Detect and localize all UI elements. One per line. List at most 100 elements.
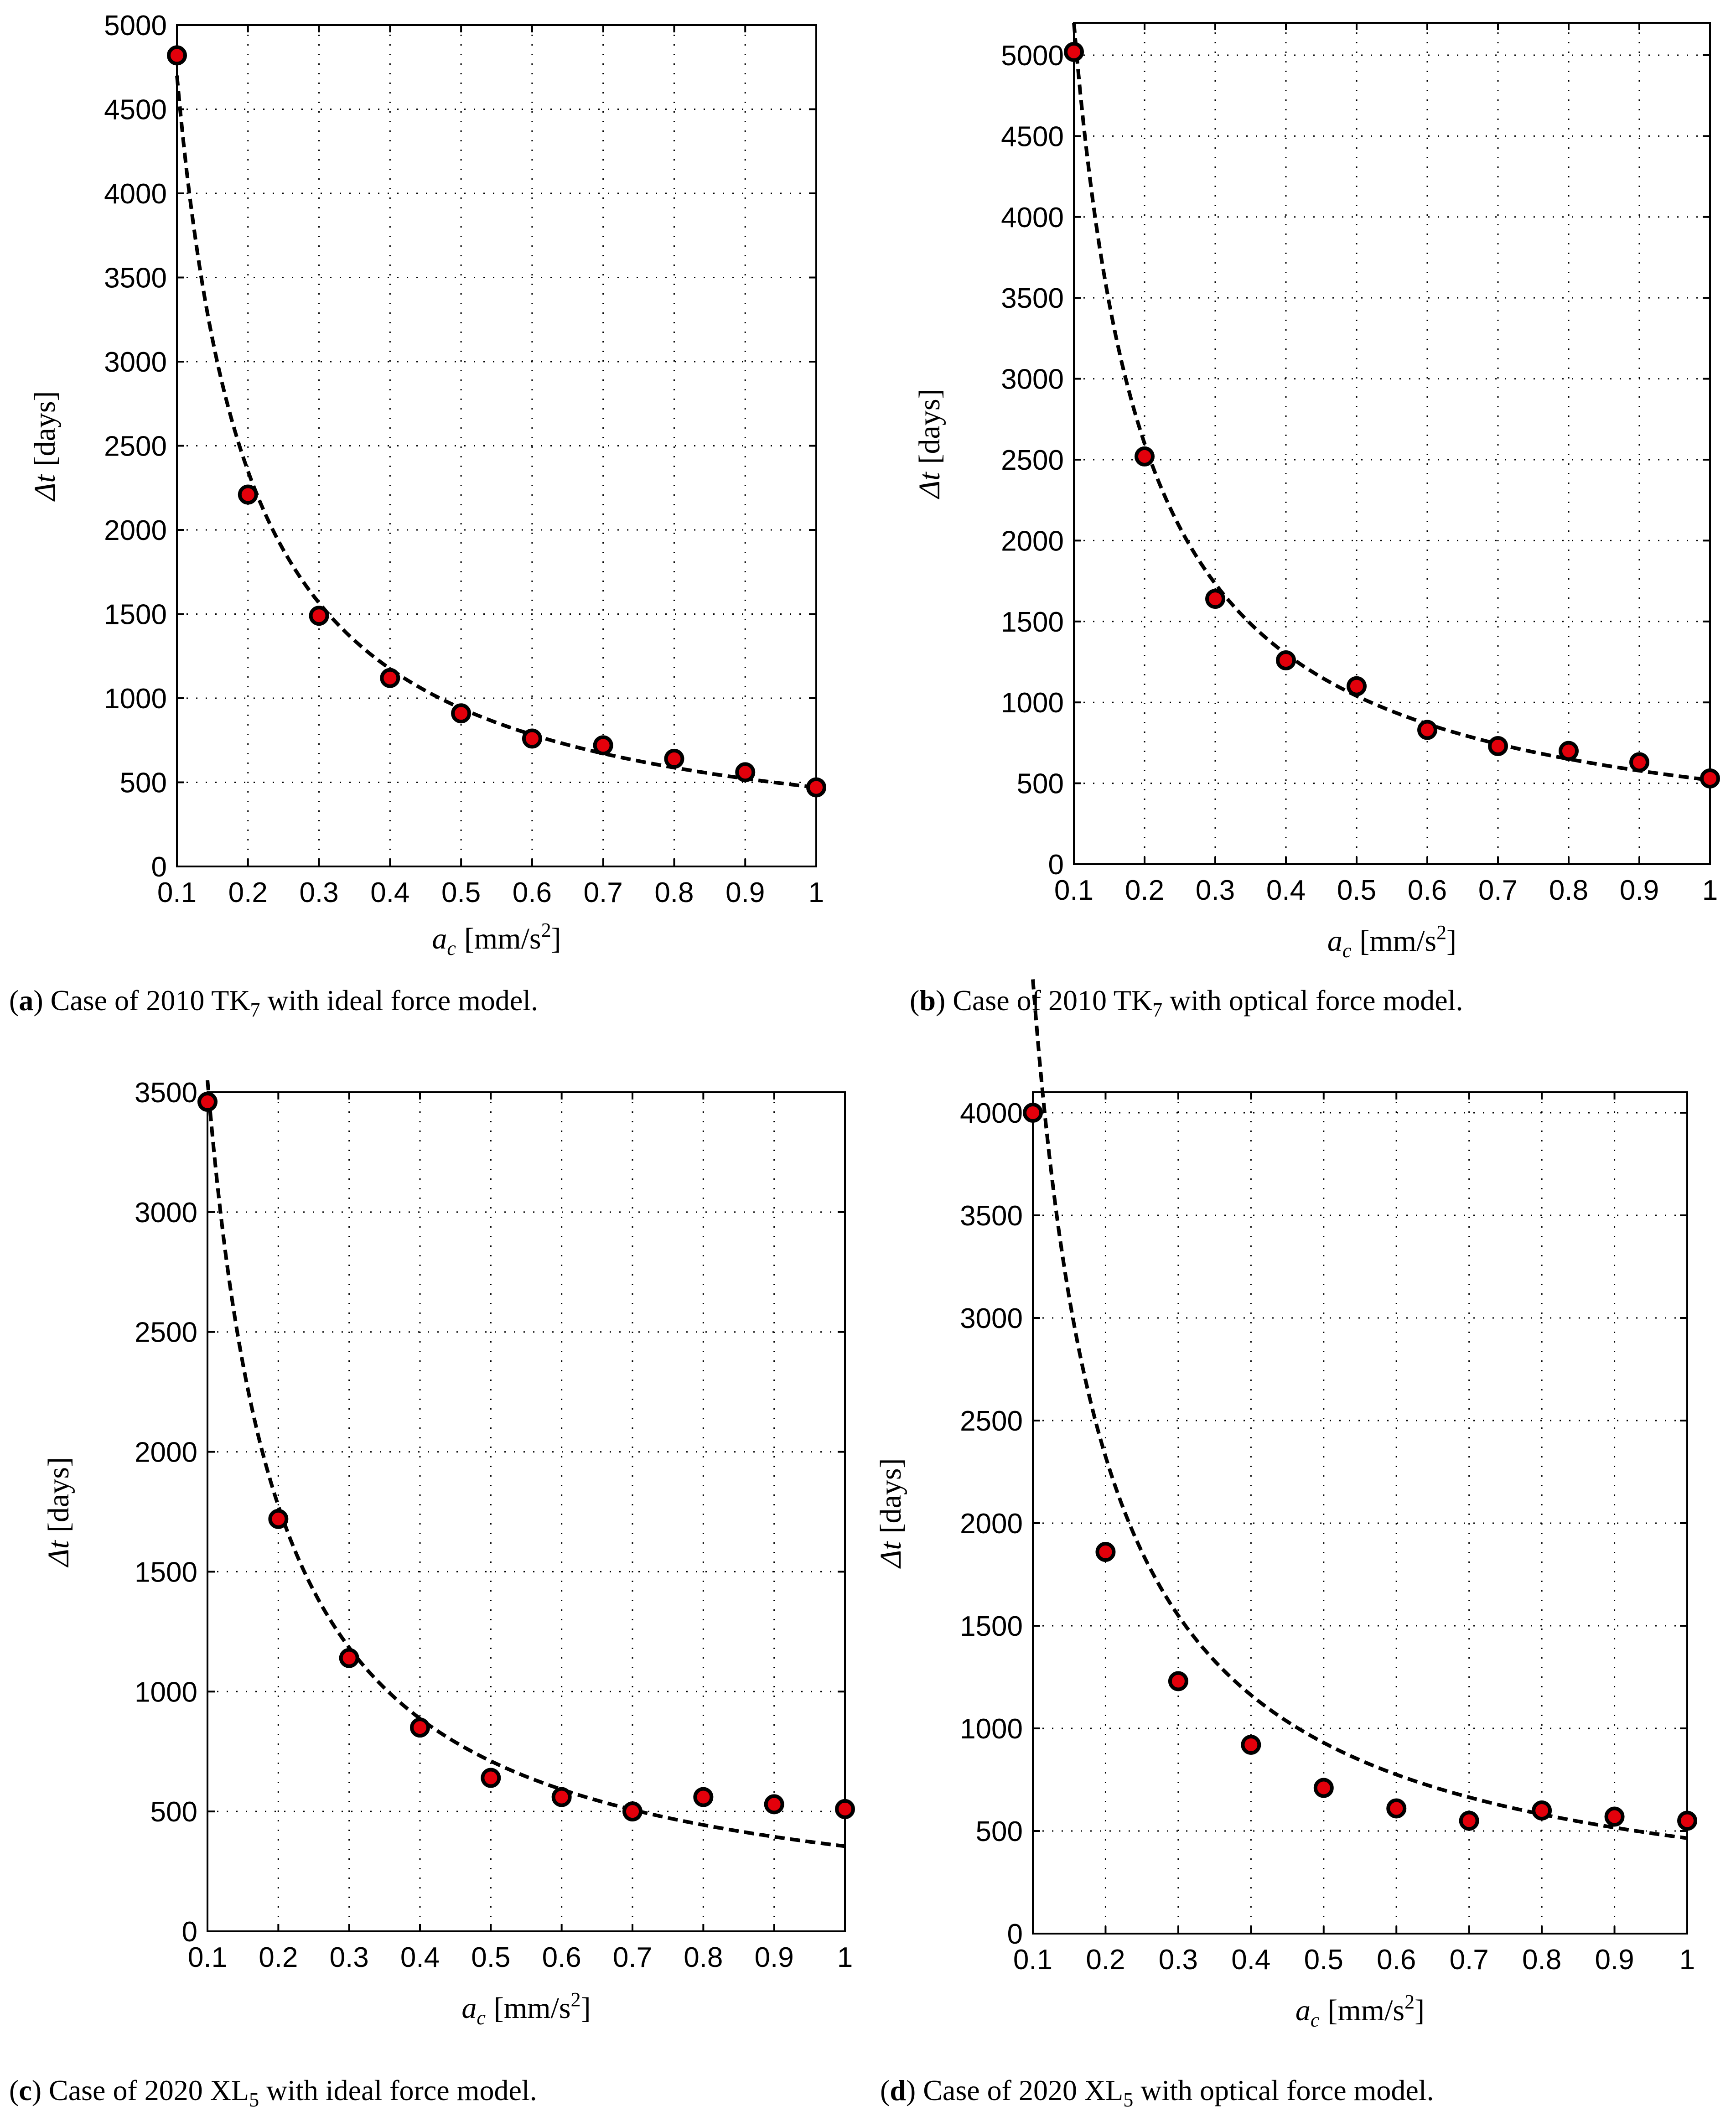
x-label-symbol: a [461,1992,477,2025]
fit-curve [1072,22,1710,782]
x-tick-label: 0.6 [1408,875,1447,906]
caption-text: Case of 2020 XL [49,2074,249,2106]
y-label-symbol: Δt [913,472,946,500]
y-tick-label: 1500 [1001,607,1064,638]
data-point [806,777,826,798]
caption-rest: with optical force model. [1133,2074,1434,2106]
caption-rest: with optical force model. [1162,984,1463,1017]
x-label-superscript: 2 [1404,1991,1415,2013]
caption-label: d [890,2074,906,2106]
plot-frame [207,1091,846,1932]
data-point [693,1787,714,1807]
x-tick-label: 0.4 [370,877,409,908]
y-tick-label: 0 [1007,1919,1023,1950]
x-tick-label: 0.9 [1595,1944,1634,1976]
data-point [1488,736,1508,756]
data-point [197,1092,218,1112]
x-label-close: ] [1415,1994,1425,2027]
y-tick-label: 3000 [104,347,167,378]
x-tick-label: 0.9 [1620,875,1659,906]
x-axis-label: ac [mm/s2] [432,919,561,960]
x-tick-label: 0.3 [1196,875,1235,906]
y-tick-label: 3000 [1001,364,1064,395]
x-tick-label: 0.7 [1478,875,1518,906]
y-tick-label: 3500 [135,1077,197,1109]
caption-paren: ( [9,984,19,1017]
data-point [1604,1806,1625,1827]
y-tick-label: 500 [150,1796,197,1828]
y-tick-label: 1000 [1001,687,1064,719]
data-point [1276,650,1296,670]
data-point [1459,1810,1479,1831]
caption-label: a [19,984,33,1017]
data-point [1095,1542,1116,1562]
y-tick-label: 4000 [104,178,167,210]
x-tick-label: 0.7 [1450,1944,1489,1976]
x-tick-label: 0.8 [1549,875,1588,906]
data-point [1532,1800,1552,1821]
y-tick-label: 4000 [960,1098,1023,1129]
x-label-close: ] [1446,924,1456,958]
x-tick-label: 0.8 [1522,1944,1561,1976]
data-point [1629,752,1649,773]
x-label-close: ] [581,1992,591,2025]
x-tick-label: 1 [808,877,824,908]
x-tick-label: 0.4 [1231,1944,1270,1976]
x-label-units: [mm/s [464,922,541,955]
x-tick-label: 1 [1679,1944,1695,1976]
data-point [238,484,258,505]
caption: (b) Case of 2010 TK7 with optical force … [910,984,1463,1021]
caption-paren: ( [9,2074,19,2106]
x-tick-label: 0.4 [1266,875,1306,906]
x-tick-label: 0.2 [259,1942,298,1973]
panel-a: 0.1 0.2 0.3 0.4 0.5 0.6 0.7 0.8 0.9 1 0 500 1000 1500… [9,10,826,1021]
data-point [593,735,613,756]
y-tick-label: 2500 [960,1406,1023,1437]
y-tick-label: 1000 [960,1713,1023,1745]
plot-frame [1073,22,1711,865]
fit-curve [206,1080,845,1848]
x-tick-label: 0.3 [1159,1944,1198,1976]
data-point [451,703,472,724]
y-tick-label: 3500 [104,263,167,294]
x-tick-label: 1 [1702,875,1718,906]
x-tick-label: 0.7 [584,877,623,908]
y-tick-label: 1000 [135,1676,197,1708]
y-axis-label: Δt [days] [42,1457,75,1568]
y-tick-label: 1500 [960,1611,1023,1642]
x-label-subscript: c [1342,939,1352,962]
panel-d: 0.1 0.2 0.3 0.4 0.5 0.6 0.7 0.8 0.9 1 0 500 1000 1500… [874,979,1697,2111]
data-point [764,1794,784,1815]
x-tick-label: 0.7 [613,1942,652,1973]
caption-paren: ) [32,2074,49,2106]
x-label-units: [mm/s [1327,1994,1404,2027]
x-label-superscript: 2 [571,1988,581,2011]
data-point [339,1648,359,1668]
data-point [664,748,684,769]
data-point [309,606,329,626]
caption-label: c [19,2074,31,2106]
data-point [268,1509,289,1529]
data-point [1168,1671,1188,1691]
caption-paren: ( [880,2074,890,2106]
y-label-units: [days] [913,389,946,464]
caption-paren: ( [910,984,919,1017]
y-label-symbol: Δt [42,1540,75,1568]
data-point [1677,1810,1697,1831]
caption-text: Case of 2010 TK [51,984,250,1017]
x-tick-label: 0.5 [1337,875,1376,906]
panel-b: 0.1 0.2 0.3 0.4 0.5 0.6 0.7 0.8 0.9 1 0 500 1000 1500… [910,22,1720,1021]
fit-curve [175,75,817,789]
caption-text: Case of 2020 XL [923,2074,1123,2106]
y-tick-label: 500 [976,1816,1023,1847]
x-label-subscript: c [477,2007,486,2029]
x-label-superscript: 2 [1436,921,1446,944]
caption-subscript: 5 [249,2089,259,2111]
x-tick-label: 1 [837,1942,853,1973]
caption-subscript: 5 [1123,2089,1133,2111]
fit-curve [1031,979,1688,1840]
data-point [1205,589,1225,609]
data-point [410,1717,430,1738]
x-tick-label: 0.3 [330,1942,369,1973]
caption-subscript: 7 [250,999,260,1021]
